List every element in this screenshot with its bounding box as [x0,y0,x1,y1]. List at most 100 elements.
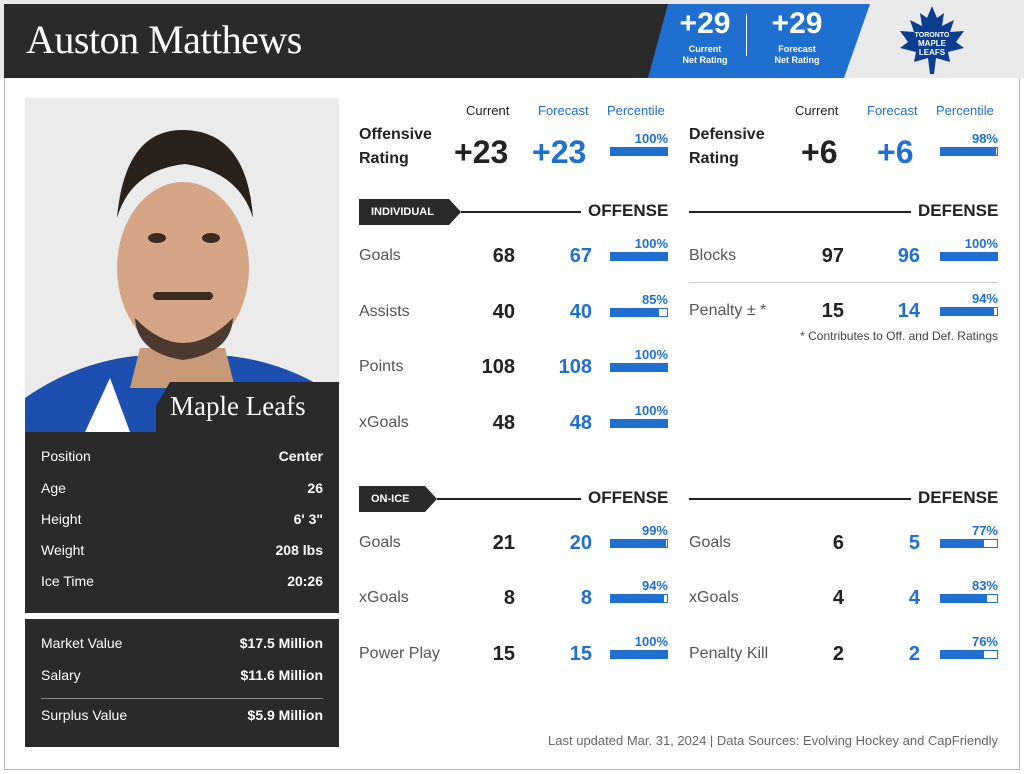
stat-label-on-ice-goals: Goals [359,534,401,551]
defensive-rating-label-line2: Rating [689,150,739,167]
header: Auston Matthews +29 Current Net Rating +2… [0,0,1024,78]
col-header-percentile: Percentile [607,103,665,118]
on-ice-section-tag: ON-ICE [359,486,437,512]
footer-sources: Last updated Mar. 31, 2024 | Data Source… [548,733,998,748]
percentile-label: 94% [971,291,998,306]
stat-forecast: 40 [569,301,592,323]
percentile-label: 100% [634,236,668,251]
individual-defense-title: DEFENSE [918,201,999,220]
percentile-fill [941,651,984,658]
percentile-fill [611,148,667,155]
stat-percentile: 100% [610,634,668,659]
stat-label-penalty-diff: Penalty ± * [689,302,767,319]
current-net-rating-value: +29 [679,7,731,40]
stat-current: 2 [832,643,844,665]
contract-divider [41,698,323,699]
individual-offense-title: OFFENSE [588,201,669,220]
stat-percentile: 83% [940,578,998,603]
stat-current: 4 [832,587,844,609]
stat-percentile: 94% [610,578,668,603]
stat-label-on-ice-xgoals-against: xGoals [689,589,739,606]
contract-label: Salary [41,667,81,683]
percentile-fill [941,540,985,547]
percentile-bar [610,363,668,372]
individual-defense-rule [689,211,911,213]
team-name: Maple Leafs [170,391,306,421]
percentile-label: 100% [634,403,668,418]
percentile-bar [940,539,998,548]
bio-row-ice-time: Ice Time 20:26 [41,573,323,595]
percentile-bar [610,419,668,428]
percentile-bar [610,539,668,548]
offensive-rating-label: Offensive Rating [359,123,432,171]
offensive-rating-forecast: +23 [532,134,587,170]
stat-label-power-play: Power Play [359,645,440,662]
stat-label-xgoals: xGoals [359,414,409,431]
on-ice-offense-title: OFFENSE [588,488,669,507]
col-header-forecast: Forecast [867,103,918,118]
percentile-fill [611,420,667,427]
percentile-bar [610,252,668,261]
percentile-fill [611,364,667,371]
bio-label: Position [41,448,91,464]
percentile-label: 94% [641,578,668,593]
stat-current: 15 [492,643,515,665]
stat-percentile: 77% [940,523,998,548]
percentile-bar [610,650,668,659]
percentile-fill [941,253,997,260]
svg-text:LEAFS: LEAFS [919,48,946,57]
stat-percentile: 100% [610,347,668,372]
on-ice-offense-rule [437,498,581,500]
defensive-rating-forecast: +6 [877,134,914,170]
stat-label-penalty-kill: Penalty Kill [689,645,769,662]
bio-row-age: Age 26 [41,480,323,502]
percentile-label: 100% [634,634,668,649]
on-ice-defense-title: DEFENSE [918,488,999,507]
percentile-bar [940,252,998,261]
stat-percentile: 100% [940,236,998,261]
player-name: Auston Matthews [26,17,302,62]
col-header-current: Current [795,103,839,118]
percentile-fill [941,148,996,155]
bio-row-position: Position Center [41,448,323,470]
stat-forecast: 20 [569,532,592,554]
offensive-rating-current: +23 [454,134,509,170]
contract-value: $5.9 Million [247,707,323,723]
net-rating-box: +29 Current Net Rating +29 Forecast Net Ra… [648,4,870,78]
stat-label-on-ice-goals-against: Goals [689,534,731,551]
stat-label-on-ice-xgoals: xGoals [359,589,409,606]
stat-current: 97 [821,245,844,267]
bio-row-weight: Weight 208 lbs [41,542,323,564]
contract-label: Market Value [41,635,123,651]
percentile-bar [940,594,998,603]
percentile-bar [940,650,998,659]
stat-label-assists: Assists [359,303,410,320]
stat-label-goals: Goals [359,247,401,264]
stat-current: 108 [481,356,515,378]
stat-current: 48 [492,412,515,434]
stat-label-points: Points [359,358,404,375]
percentile-label: 85% [641,292,668,307]
stat-percentile: 100% [610,403,668,428]
percentile-fill [611,595,664,602]
defensive-rating-current: +6 [801,134,838,170]
bio-label: Weight [41,542,85,558]
bio-value: 26 [307,480,323,496]
percentile-label: 98% [971,131,998,146]
forecast-net-rating: +29 Forecast Net Rating [752,4,842,66]
stat-percentile: 99% [610,523,668,548]
contract-row-market-value: Market Value $17.5 Million [41,635,323,657]
stat-forecast: 5 [908,532,920,554]
bio-label: Ice Time [41,573,94,589]
defensive-rating-label: Defensive Rating [689,123,765,171]
bio-value: Center [278,448,323,464]
row-divider [689,282,998,283]
stat-forecast: 14 [897,300,920,322]
bio-value: 208 lbs [275,542,323,558]
stat-forecast: 67 [569,245,592,267]
stat-current: 68 [492,245,515,267]
percentile-fill [941,595,988,602]
individual-section-tag: INDIVIDUAL [359,199,461,225]
current-net-rating-label: Current Net Rating [682,44,728,65]
percentile-bar [610,308,668,317]
